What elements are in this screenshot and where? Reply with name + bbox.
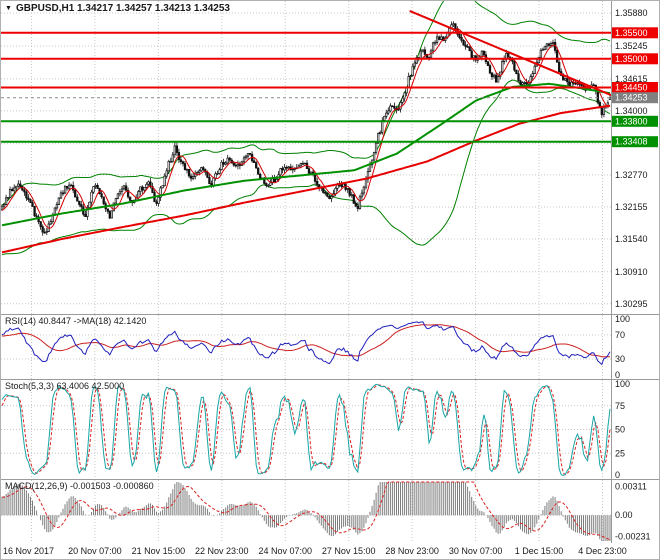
macd-signal-line (1, 481, 611, 541)
macd-canvas[interactable]: 0.00311 0.00 -0.00231 (1, 480, 659, 543)
svg-text:16 Nov 2017: 16 Nov 2017 (3, 546, 54, 556)
svg-text:21 Nov 15:00: 21 Nov 15:00 (132, 546, 186, 556)
svg-text:1.32770: 1.32770 (615, 170, 648, 180)
svg-text:1.35880: 1.35880 (615, 8, 648, 18)
svg-text:100: 100 (615, 380, 630, 389)
svg-text:0.00311: 0.00311 (615, 482, 647, 492)
svg-text:1.30295: 1.30295 (615, 299, 648, 309)
price-axis[interactable]: 1.358801.352451.346151.340001.333701.327… (611, 1, 659, 314)
ma-red-line (1, 104, 611, 254)
macd-histogram (1, 482, 611, 541)
panel-separator-3[interactable] (1, 479, 659, 480)
macd-panel[interactable]: 0.00311 0.00 -0.00231 MACD(12,26,9) -0.001… (1, 480, 659, 543)
svg-text:1.33408: 1.33408 (615, 137, 648, 147)
collapse-chart-icon[interactable]: ▼ (5, 5, 12, 12)
svg-text:22 Nov 23:00: 22 Nov 23:00 (195, 546, 249, 556)
price-grid (1, 1, 611, 314)
stochastic-d-line (1, 384, 611, 476)
svg-text:1 Dec 15:00: 1 Dec 15:00 (515, 546, 564, 556)
panel-separator-1[interactable] (1, 314, 659, 315)
svg-text:1.35000: 1.35000 (615, 54, 648, 64)
svg-text:1.34450: 1.34450 (615, 82, 648, 92)
svg-text:30 Nov 07:00: 30 Nov 07:00 (449, 546, 503, 556)
panel-separator-2[interactable] (1, 379, 659, 380)
svg-text:0: 0 (615, 370, 620, 379)
time-axis-labels: 16 Nov 2017 20 Nov 07:00 21 Nov 15:00 22 No… (3, 546, 627, 556)
rsi-ma-line (2, 324, 611, 358)
trendline[interactable] (409, 9, 615, 98)
svg-text:4 Dec 23:00: 4 Dec 23:00 (578, 546, 627, 556)
svg-text:28 Nov 23:00: 28 Nov 23:00 (385, 546, 439, 556)
svg-text:75: 75 (615, 401, 625, 411)
time-axis-canvas: 16 Nov 2017 20 Nov 07:00 21 Nov 15:00 22 No… (3, 546, 627, 556)
svg-text:1.31540: 1.31540 (615, 234, 648, 244)
svg-text:1.32155: 1.32155 (615, 202, 648, 212)
bollinger-bands (1, 1, 611, 256)
svg-text:0.00: 0.00 (615, 510, 633, 520)
price-chart-canvas[interactable]: 1.358801.352451.346151.340001.333701.327… (1, 1, 659, 314)
svg-text:1.34000: 1.34000 (615, 106, 648, 116)
rsi-canvas[interactable]: 100 70 30 0 (1, 315, 659, 379)
rsi-grid (1, 315, 611, 379)
rsi-panel[interactable]: 100 70 30 0 RSI(14) 40.8447 ->MA(18) 42.142… (1, 315, 659, 379)
time-axis[interactable]: 16 Nov 2017 20 Nov 07:00 21 Nov 15:00 22 No… (1, 543, 659, 559)
price-panel[interactable]: 1.358801.352451.346151.340001.333701.327… (1, 1, 659, 314)
svg-text:24 Nov 07:00: 24 Nov 07:00 (259, 546, 313, 556)
macd-axis[interactable]: 0.00311 0.00 -0.00231 (611, 480, 651, 543)
svg-text:30: 30 (615, 354, 625, 364)
stochastic-panel[interactable]: 100 75 50 25 0 Stoch(5,3,3) 63.4006 42.5000 (1, 380, 659, 479)
svg-text:100: 100 (615, 315, 630, 324)
svg-text:1.30910: 1.30910 (615, 267, 648, 277)
svg-text:27 Nov 15:00: 27 Nov 15:00 (322, 546, 376, 556)
ma-thin-red-line (1, 28, 611, 229)
stochastic-canvas[interactable]: 100 75 50 25 0 (1, 380, 659, 479)
macd-grid (1, 480, 611, 543)
svg-text:20 Nov 07:00: 20 Nov 07:00 (68, 546, 122, 556)
svg-text:-0.00231: -0.00231 (615, 531, 651, 541)
svg-text:1.35245: 1.35245 (615, 41, 648, 51)
svg-text:70: 70 (615, 330, 625, 340)
svg-text:50: 50 (615, 425, 625, 435)
rsi-axis[interactable]: 100 70 30 0 (611, 315, 631, 379)
candlestick-series (1, 21, 612, 236)
stochastic-k-line (1, 383, 611, 476)
svg-text:1.33800: 1.33800 (615, 116, 648, 126)
stochastic-axis[interactable]: 100 75 50 25 0 (611, 380, 631, 479)
svg-text:1.34615: 1.34615 (615, 74, 648, 84)
rsi-line (1, 321, 611, 366)
svg-text:0: 0 (615, 470, 620, 479)
svg-text:1.35500: 1.35500 (615, 28, 648, 38)
svg-text:1.34253: 1.34253 (615, 93, 648, 103)
svg-text:25: 25 (615, 448, 625, 458)
